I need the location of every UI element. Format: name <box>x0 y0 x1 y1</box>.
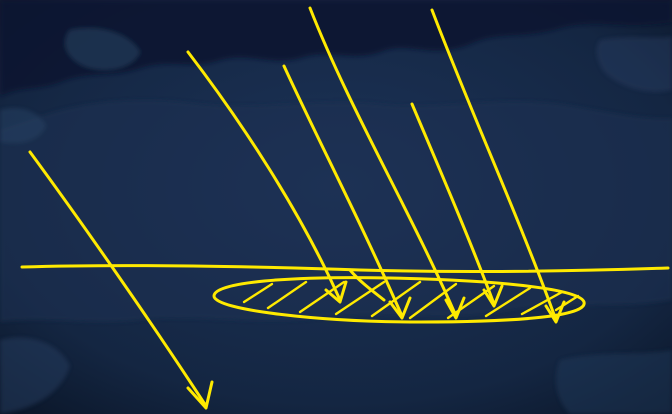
arrow-4 <box>410 102 504 308</box>
annotation-layer <box>20 6 670 410</box>
arrow-3 <box>308 6 466 320</box>
southeast-landmass <box>555 350 672 414</box>
northwest-island <box>65 28 140 70</box>
northern-coastline <box>0 0 672 96</box>
horizontal-line <box>20 264 670 273</box>
arrow-5 <box>430 8 566 324</box>
arrow-crossing-line <box>28 150 214 410</box>
arrow-6 <box>348 268 386 302</box>
west-peninsula <box>0 107 46 144</box>
arrow-1 <box>186 50 348 304</box>
northeast-landmass <box>596 36 672 92</box>
southwest-landmass <box>0 337 70 414</box>
ellipse-outline <box>212 276 586 324</box>
arrow-2 <box>282 64 412 320</box>
arrows <box>28 6 566 410</box>
